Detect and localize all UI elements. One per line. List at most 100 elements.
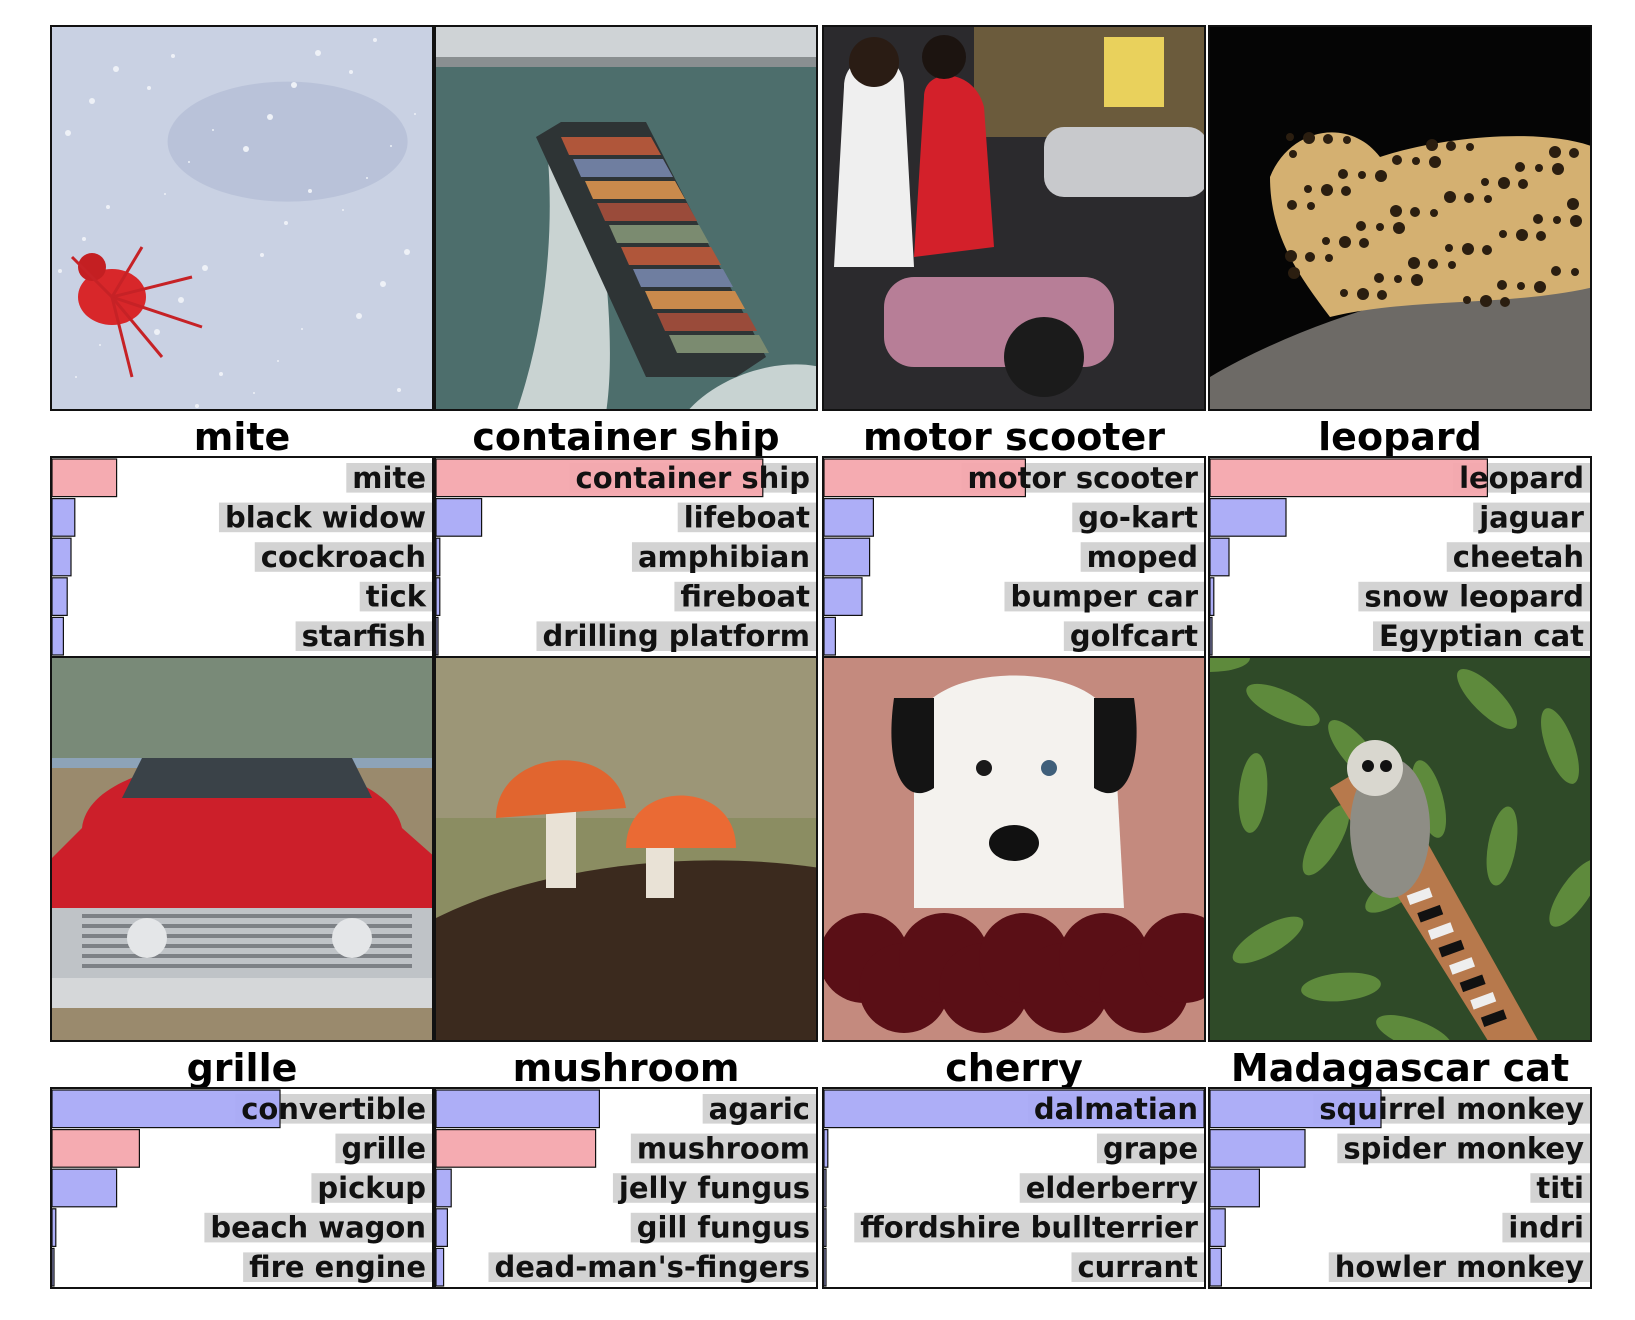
class-bar: [1210, 577, 1215, 617]
true-class-bar: [1210, 458, 1488, 498]
dalmatian-photo-illustration: [824, 658, 1204, 1040]
true-class-bar: [436, 1128, 597, 1168]
leopard-photo: [1208, 25, 1592, 411]
category-label: grille: [341, 1131, 426, 1165]
category-label-background: [311, 1173, 432, 1203]
class-bar: [824, 1168, 827, 1208]
class-bar: [824, 1247, 827, 1287]
class-bar: [436, 1208, 448, 1248]
classification-panel: Madagascar cat squirrel monkey spider monk…: [1208, 656, 1592, 1289]
category-label-background: [204, 1212, 432, 1243]
category-label: go-kart: [1078, 500, 1198, 534]
prediction-plot: convertible grille pickup beach wagon fire e…: [52, 1089, 432, 1287]
class-bar: [436, 1247, 445, 1287]
prediction-plot: mite black widow cockroach tick starfish: [52, 458, 432, 656]
category-label-background: [1502, 1212, 1590, 1243]
prediction-bar-chart: agaric mushroom jelly fungus gill fungus dea…: [434, 1087, 818, 1289]
mushroom-photo: [434, 656, 818, 1042]
class-bar: [1210, 1247, 1222, 1287]
category-label: drilling platform: [542, 619, 810, 653]
mite-photo: [50, 25, 434, 411]
dalmatian-photo: [822, 656, 1206, 1042]
category-label-background: [631, 542, 816, 572]
category-label: dead-man's-fingers: [494, 1250, 810, 1284]
category-label: moped: [1087, 540, 1198, 574]
category-label-background: [1337, 1133, 1590, 1164]
true-class-bar: [436, 458, 764, 498]
category-label-background: [1358, 581, 1590, 612]
panel-title: cherry: [945, 1046, 1083, 1090]
lemur-photo: [1208, 656, 1592, 1042]
prediction-bar-chart: dalmatian grape elderberry ffordshire bullt…: [822, 1087, 1206, 1289]
category-label: mite: [352, 461, 426, 495]
category-label: pickup: [317, 1171, 426, 1205]
class-bar: [824, 537, 871, 577]
prediction-plot: container ship lifeboat amphibian fireboat d…: [436, 458, 816, 656]
category-label: mushroom: [637, 1131, 810, 1165]
class-bar: [1210, 537, 1230, 577]
category-label: starfish: [302, 619, 426, 653]
prediction-bar-chart: leopard jaguar cheetah snow leopard Egyptian…: [1208, 456, 1592, 658]
mite-photo-illustration: [52, 27, 432, 409]
mushroom-photo-illustration: [436, 658, 816, 1040]
prediction-plot: agaric mushroom jelly fungus gill fungus dea…: [436, 1089, 816, 1287]
prediction-plot: leopard jaguar cheetah snow leopard Egyptian…: [1210, 458, 1590, 656]
class-bar: [52, 497, 76, 537]
category-label-background: [630, 1133, 816, 1164]
panel-title: leopard: [1318, 415, 1482, 459]
classification-panel: cherry dalmatian grape elderberry ffordshire…: [822, 656, 1206, 1289]
category-label: grape: [1103, 1131, 1198, 1165]
category-label-background: [1080, 542, 1204, 572]
class-bar: [824, 1089, 1204, 1129]
class-bar: [436, 616, 439, 656]
class-bar: [52, 1208, 57, 1248]
category-label-background: [1004, 581, 1204, 612]
car-photo-illustration: [52, 658, 432, 1040]
panel-title: container ship: [472, 415, 780, 459]
category-label: currant: [1077, 1250, 1198, 1284]
category-label: leopard: [1459, 461, 1584, 495]
category-label: squirrel monkey: [1319, 1092, 1584, 1126]
category-label-background: [1071, 1252, 1204, 1282]
category-label: amphibian: [638, 540, 810, 574]
category-label-background: [1096, 1133, 1204, 1164]
class-bar: [52, 1089, 281, 1129]
class-bar: [1210, 1089, 1382, 1129]
category-label-background: [1063, 621, 1204, 651]
true-class-bar: [824, 458, 1026, 498]
category-label-background: [536, 621, 816, 651]
category-label-background: [702, 1094, 816, 1124]
category-label: tick: [366, 580, 427, 614]
class-bar: [1210, 497, 1287, 537]
class-bar: [824, 1128, 829, 1168]
true-class-bar: [52, 1128, 141, 1168]
category-label: titi: [1536, 1171, 1584, 1205]
panel-title: grille: [186, 1046, 298, 1090]
category-label: gill fungus: [637, 1211, 810, 1245]
category-label: cockroach: [261, 540, 426, 574]
panel-title: motor scooter: [863, 415, 1165, 459]
category-label-background: [1446, 542, 1590, 572]
category-label: bumper car: [1010, 580, 1198, 614]
class-bar: [1210, 1128, 1306, 1168]
category-label: fire engine: [249, 1250, 426, 1284]
category-label: beach wagon: [210, 1211, 426, 1245]
category-label: jaguar: [1478, 500, 1584, 534]
classification-panel: motor scooter motor scooter go-kart moped bu…: [822, 25, 1206, 658]
category-label-background: [1530, 1173, 1590, 1203]
category-label: golfcart: [1070, 619, 1198, 653]
category-label-background: [677, 502, 816, 533]
category-label: ffordshire bullterrier: [860, 1211, 1198, 1245]
scooter-photo-illustration: [824, 27, 1204, 409]
category-label: snow leopard: [1364, 580, 1584, 614]
classification-panel: container ship container ship lifeboat amph…: [434, 25, 818, 658]
category-label-background: [346, 463, 432, 493]
category-label: convertible: [241, 1092, 426, 1126]
prediction-bar-chart: convertible grille pickup beach wagon fire e…: [50, 1087, 434, 1289]
panel-title: mushroom: [512, 1046, 740, 1090]
category-label-background: [488, 1252, 816, 1282]
category-label: black widow: [225, 500, 426, 534]
class-bar: [52, 537, 72, 577]
category-label: cheetah: [1453, 540, 1584, 574]
